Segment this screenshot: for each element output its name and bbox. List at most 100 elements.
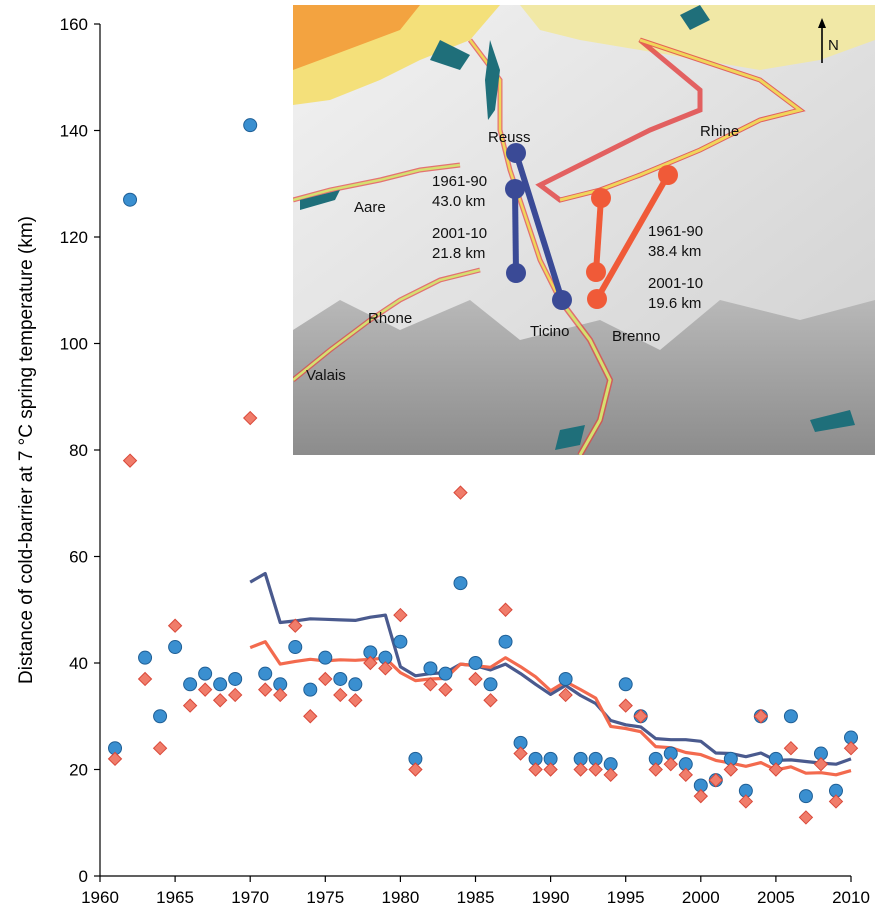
red-annotation-period1: 1961-90 — [648, 223, 703, 240]
x-tick-label: 1975 — [306, 888, 344, 907]
series-0-point — [783, 709, 798, 724]
series-0-point — [183, 677, 198, 692]
series-0-point — [348, 677, 363, 692]
series-0-point — [483, 677, 498, 692]
y-tick-label: 20 — [69, 761, 88, 780]
x-tick-label: 2010 — [832, 888, 870, 907]
series-1-point — [798, 810, 814, 825]
x-tick-label: 1985 — [457, 888, 495, 907]
series-3-line — [249, 640, 852, 777]
series-1-point — [393, 607, 408, 623]
series-0-point — [303, 682, 318, 697]
series-2-line — [249, 571, 852, 766]
y-tick-label: 40 — [69, 654, 88, 673]
north-label: N — [828, 37, 839, 54]
series-1-point — [453, 485, 468, 500]
y-tick-label: 80 — [69, 441, 88, 460]
series-1-point — [783, 740, 799, 756]
series-1-point — [212, 693, 228, 708]
series-0-point — [423, 661, 438, 676]
series-0-point — [318, 650, 333, 665]
map-label-brenno: Brenno — [612, 328, 660, 345]
series-1-point — [122, 453, 138, 468]
y-tick-label: 140 — [60, 122, 88, 141]
series-1-point — [288, 618, 303, 633]
y-tick-label: 100 — [60, 335, 88, 354]
series-1-point — [363, 655, 378, 671]
series-1-point — [828, 794, 844, 809]
map-label-ticino: Ticino — [530, 323, 569, 340]
blue-route — [505, 143, 572, 310]
series-1-point — [633, 709, 648, 724]
series-1-point — [813, 756, 829, 772]
x-tick-label: 2000 — [682, 888, 720, 907]
series-0-point — [468, 656, 483, 670]
series-1-point — [483, 693, 498, 708]
map-label-rhine: Rhine — [700, 123, 739, 140]
y-tick-label: 0 — [79, 867, 88, 886]
series-0-point — [258, 666, 273, 681]
series-1-point — [768, 762, 784, 777]
series-0-point — [498, 634, 513, 649]
series-1-point — [678, 767, 693, 783]
series-1-point — [573, 762, 588, 777]
x-ticks: 1960 1965 1970 1975 1980 1985 1990 1995 2000 2005… — [81, 876, 870, 907]
blue-annotation-period2: 2001-10 — [432, 225, 487, 242]
series-1-point — [273, 687, 288, 703]
red-annotation-period2: 2001-10 — [648, 275, 703, 292]
x-tick-label: 2005 — [757, 888, 795, 907]
series-0-point — [453, 576, 468, 591]
map-label-valais: Valais — [306, 367, 346, 384]
series-1-point — [303, 709, 318, 724]
x-tick-label: 1970 — [231, 888, 269, 907]
y-axis-label: Distance of cold-barrier at 7 °C spring … — [16, 216, 37, 684]
map-label-rhone: Rhone — [368, 310, 412, 327]
series-0-point — [138, 650, 153, 665]
series-0-point — [333, 671, 348, 686]
blue-annotation-distance1: 43.0 km — [432, 193, 485, 210]
series-1-point — [543, 762, 558, 777]
series-1-point — [107, 751, 123, 767]
series-0-point — [438, 666, 453, 681]
inset-map — [293, 5, 875, 455]
series-1-point — [227, 687, 243, 703]
series-0-point — [213, 677, 228, 692]
series-1-point — [498, 602, 513, 617]
map-label-aare: Aare — [354, 199, 386, 216]
series-1-point — [528, 762, 543, 777]
series-layer — [107, 118, 859, 825]
series-1-point — [588, 762, 603, 777]
series-1-point — [423, 677, 438, 692]
series-1-point — [753, 709, 769, 724]
series-1-point — [137, 671, 153, 687]
series-1-point — [708, 772, 724, 788]
series-1-point — [438, 682, 453, 697]
x-tick-label: 1990 — [532, 888, 570, 907]
series-0-point — [123, 192, 138, 207]
series-1-point — [468, 671, 483, 687]
series-1-point — [558, 687, 573, 703]
series-1-point — [663, 756, 678, 772]
series-0-point — [618, 677, 633, 692]
blue-annotation-distance2: 21.8 km — [432, 245, 485, 262]
series-1-point — [378, 661, 393, 676]
series-1-point — [648, 762, 663, 777]
y-tick-label: 120 — [60, 228, 88, 247]
y-ticks: 0 20 40 60 80 100 120 140 160 — [60, 15, 100, 886]
series-1-point — [318, 671, 333, 687]
blue-annotation-period1: 1961-90 — [432, 173, 487, 190]
series-1-point — [513, 746, 528, 761]
series-1-point — [258, 682, 273, 697]
series-0-point — [243, 118, 258, 133]
series-1-point — [693, 788, 709, 804]
series-1-point — [333, 687, 348, 703]
y-tick-label: 60 — [69, 548, 88, 567]
series-1-point — [197, 682, 213, 697]
series-0-point — [393, 634, 408, 649]
series-1-point — [738, 794, 754, 809]
series-1-point — [618, 698, 633, 713]
series-0-point — [288, 640, 303, 655]
red-annotation-distance2: 19.6 km — [648, 295, 701, 312]
series-1-point — [167, 618, 183, 633]
